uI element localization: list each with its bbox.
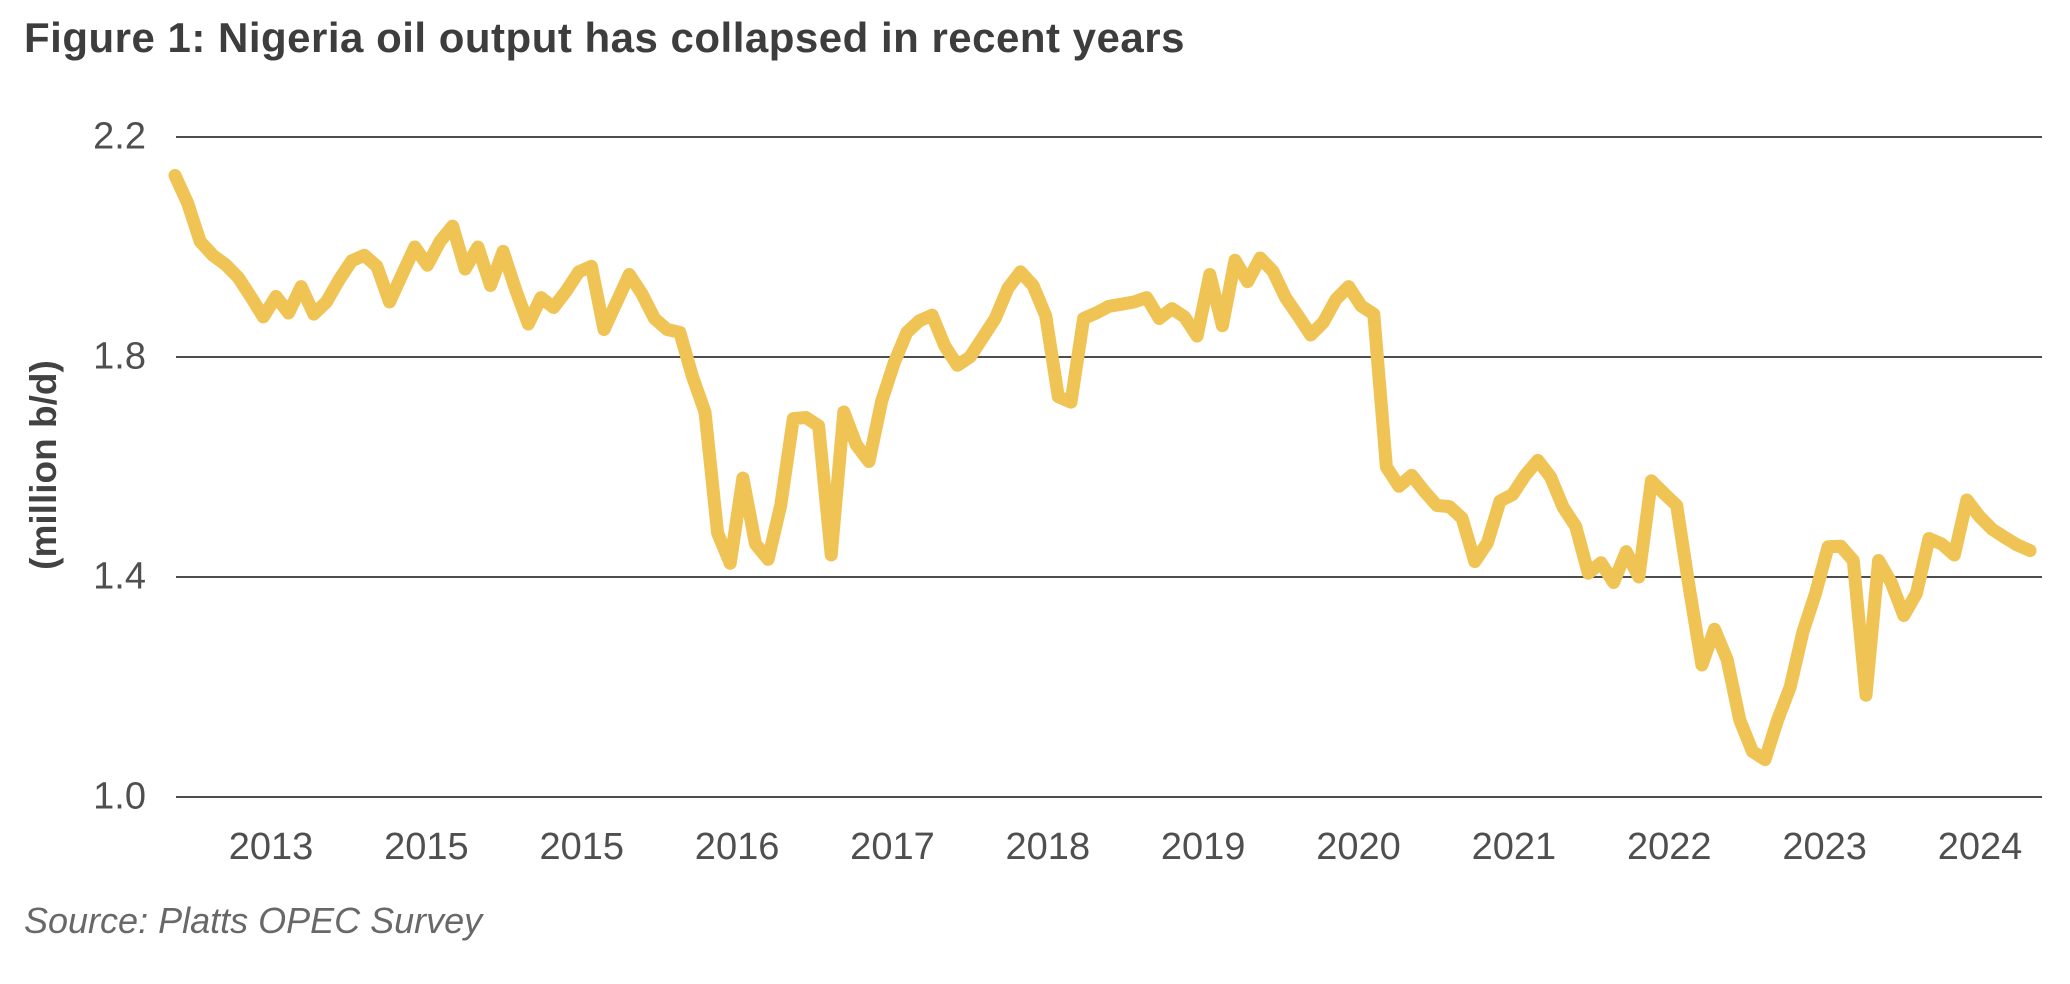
x-tick-label: 2020 (1316, 826, 1401, 868)
x-tick-label: 2019 (1160, 826, 1246, 868)
y-axis-title: (million b/d) (23, 360, 64, 570)
y-tick-label: 1.0 (93, 775, 146, 818)
y-tick-label: 1.8 (93, 335, 146, 378)
gridlines (176, 136, 2042, 798)
x-tick-label: 2013 (228, 826, 314, 868)
y-tick-label: 2.2 (93, 115, 146, 158)
oil-output-line-series (168, 169, 2037, 767)
x-tick-label: 2022 (1626, 826, 1712, 868)
x-tick-label: 2018 (1005, 826, 1091, 868)
x-tick-label: 2021 (1471, 826, 1557, 868)
x-tick-label: 2015 (539, 826, 624, 868)
x-tick-label: 2017 (850, 826, 935, 868)
chart-title: Figure 1: Nigeria oil output has collaps… (24, 14, 1185, 61)
x-tick-label: 2016 (694, 826, 780, 868)
x-tick-label: 2015 (384, 826, 469, 868)
x-tick-label: 2023 (1782, 826, 1867, 868)
source-note: Source: Platts OPEC Survey (24, 900, 483, 941)
y-tick-label: 1.4 (93, 555, 146, 598)
x-tick-label: 2024 (1937, 826, 2023, 868)
